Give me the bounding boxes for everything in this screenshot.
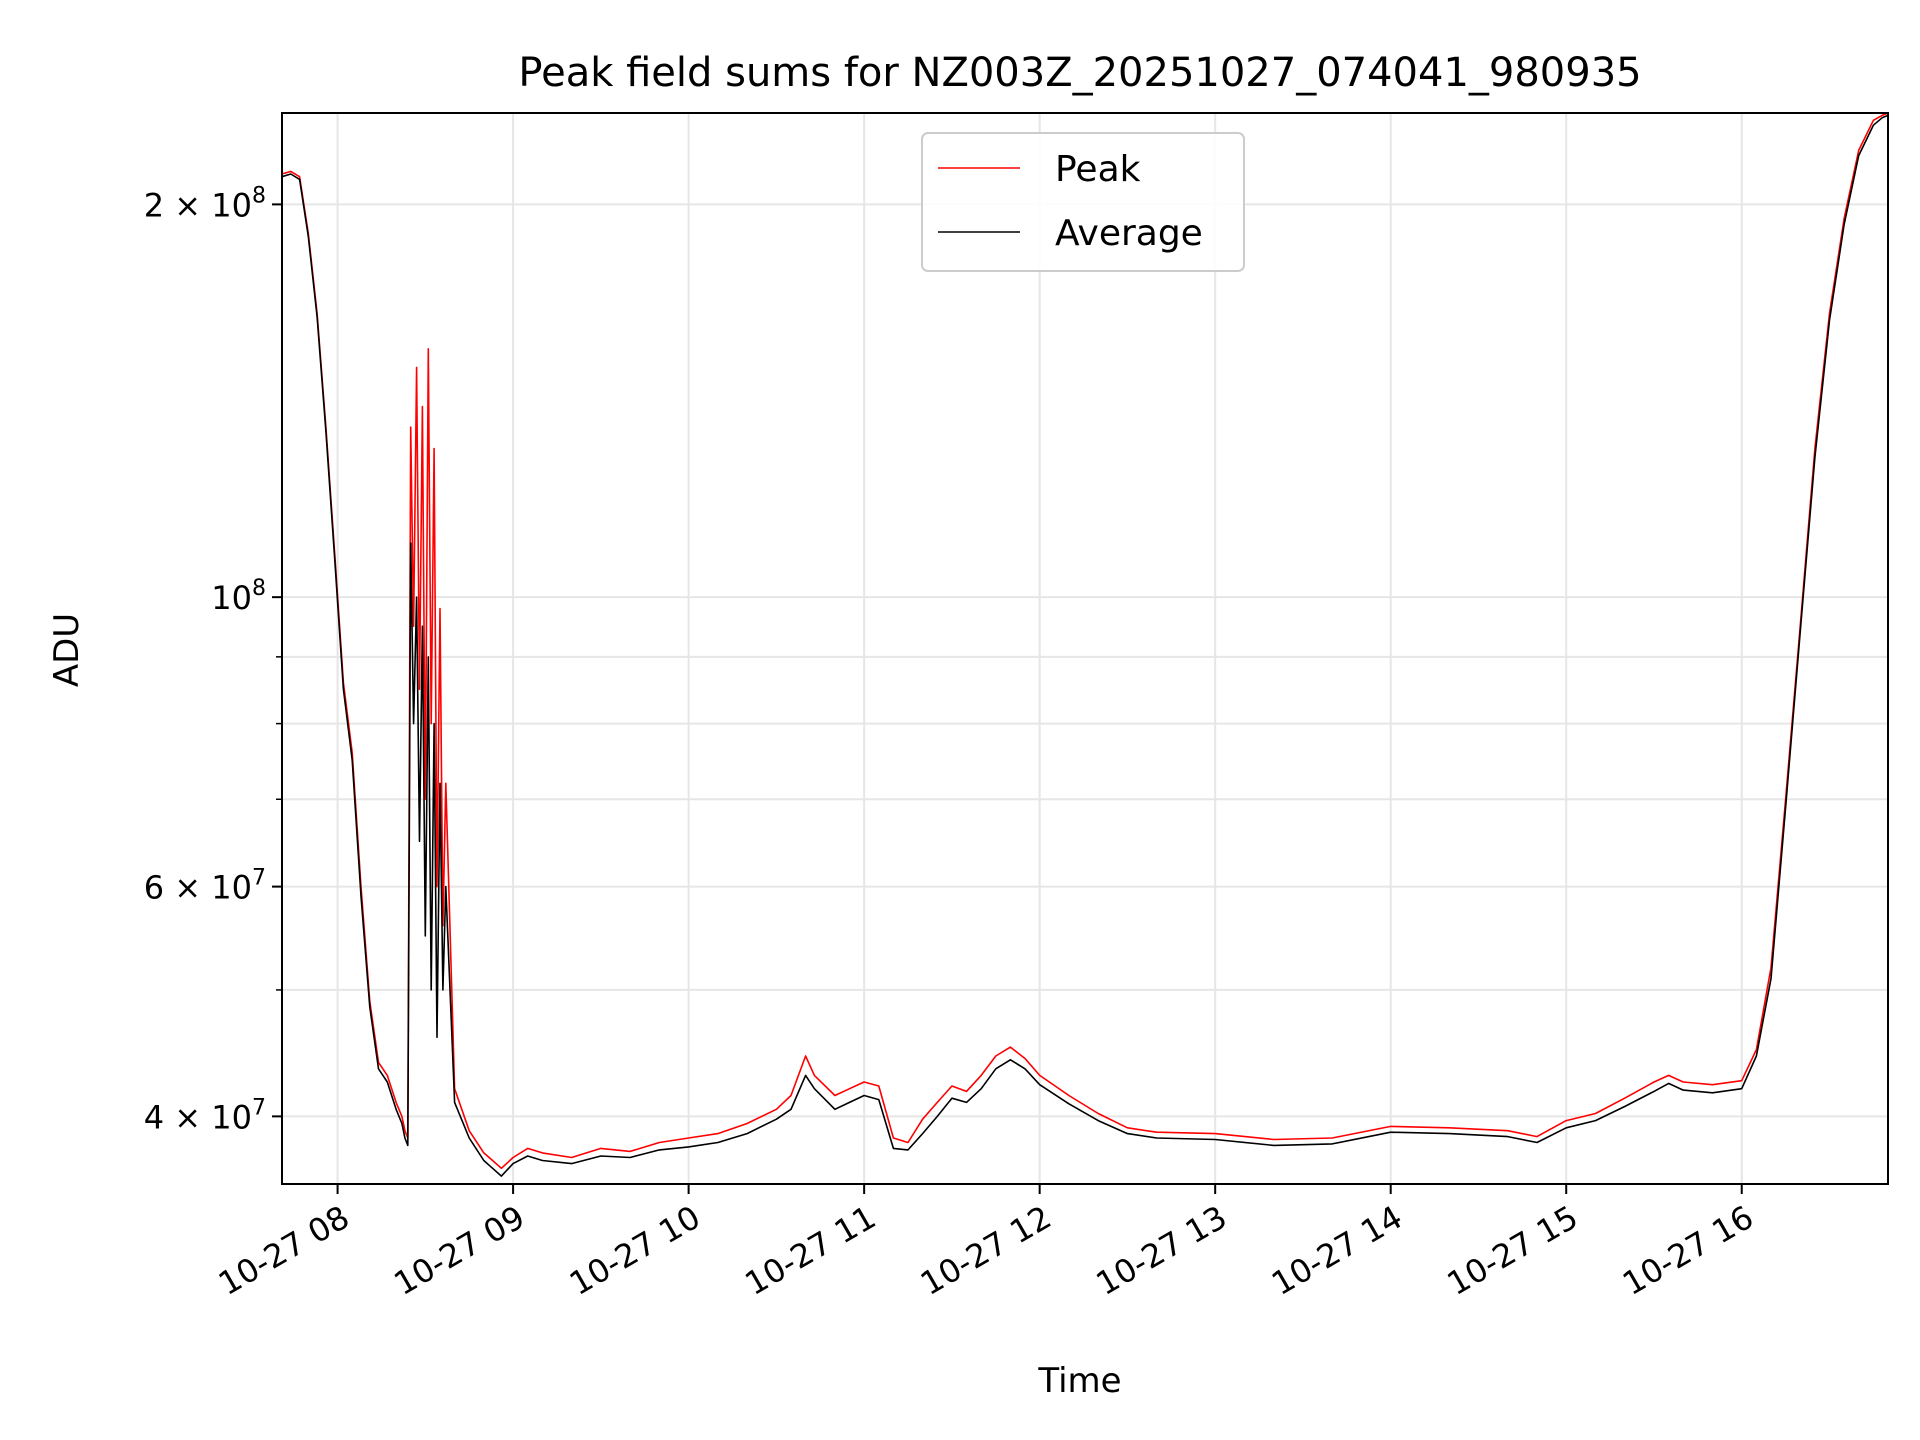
chart-title: Peak field sums for NZ003Z_20251027_0740…	[518, 50, 1641, 96]
y-tick-label: 4 × 107	[144, 1095, 266, 1136]
y-axis-label: ADU	[47, 613, 87, 687]
plot-frame	[281, 112, 1889, 1185]
series-layer	[281, 112, 1889, 1177]
legend-label-peak: Peak	[1055, 149, 1141, 190]
legend-label-average: Average	[1055, 213, 1203, 254]
grid-layer	[282, 113, 1888, 1184]
series-line-average	[281, 114, 1889, 1177]
y-tick-label: 6 × 107	[144, 866, 266, 907]
y-tick-label: 108	[211, 576, 266, 617]
x-axis-label: Time	[1037, 1361, 1121, 1401]
y-tick-label: 2 × 108	[144, 183, 266, 224]
series-line-peak	[281, 112, 1889, 1170]
legend: Peak Average	[921, 132, 1245, 272]
